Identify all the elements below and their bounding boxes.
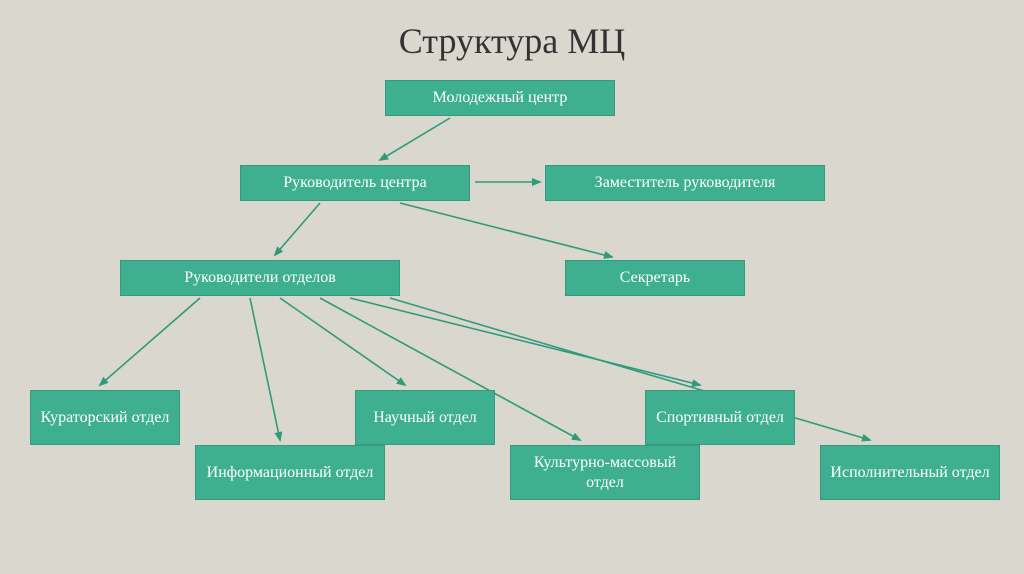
node-label: Научный отдел xyxy=(373,408,477,428)
edge-5 xyxy=(250,298,280,440)
node-label: Заместитель руководителя xyxy=(595,173,776,193)
node-label: Руководители отделов xyxy=(184,268,336,288)
node-info: Информационный отдел xyxy=(195,445,385,500)
edge-6 xyxy=(280,298,405,385)
node-secretary: Секретарь xyxy=(565,260,745,296)
node-heads: Руководители отделов xyxy=(120,260,400,296)
diagram-title: Структура МЦ xyxy=(0,20,1024,62)
node-center: Молодежный центр xyxy=(385,80,615,116)
node-sport: Спортивный отдел xyxy=(645,390,795,445)
node-director: Руководитель центра xyxy=(240,165,470,201)
edge-8 xyxy=(350,298,700,385)
node-culture: Культурно-массовый отдел xyxy=(510,445,700,500)
node-curator: Кураторский отдел xyxy=(30,390,180,445)
node-label: Информационный отдел xyxy=(207,463,374,483)
edge-3 xyxy=(400,203,612,257)
node-label: Кураторский отдел xyxy=(41,408,170,428)
node-science: Научный отдел xyxy=(355,390,495,445)
node-label: Секретарь xyxy=(620,268,690,288)
node-label: Спортивный отдел xyxy=(656,408,784,428)
node-exec: Исполнительный отдел xyxy=(820,445,1000,500)
node-label: Молодежный центр xyxy=(433,88,568,108)
node-label: Исполнительный отдел xyxy=(830,463,989,483)
node-label: Культурно-массовый отдел xyxy=(517,453,693,493)
edge-0 xyxy=(380,118,450,160)
node-label: Руководитель центра xyxy=(283,173,426,193)
edge-4 xyxy=(100,298,200,385)
diagram-canvas: Структура МЦ Молодежный центр Руководител… xyxy=(0,0,1024,574)
node-deputy: Заместитель руководителя xyxy=(545,165,825,201)
edge-2 xyxy=(275,203,320,255)
